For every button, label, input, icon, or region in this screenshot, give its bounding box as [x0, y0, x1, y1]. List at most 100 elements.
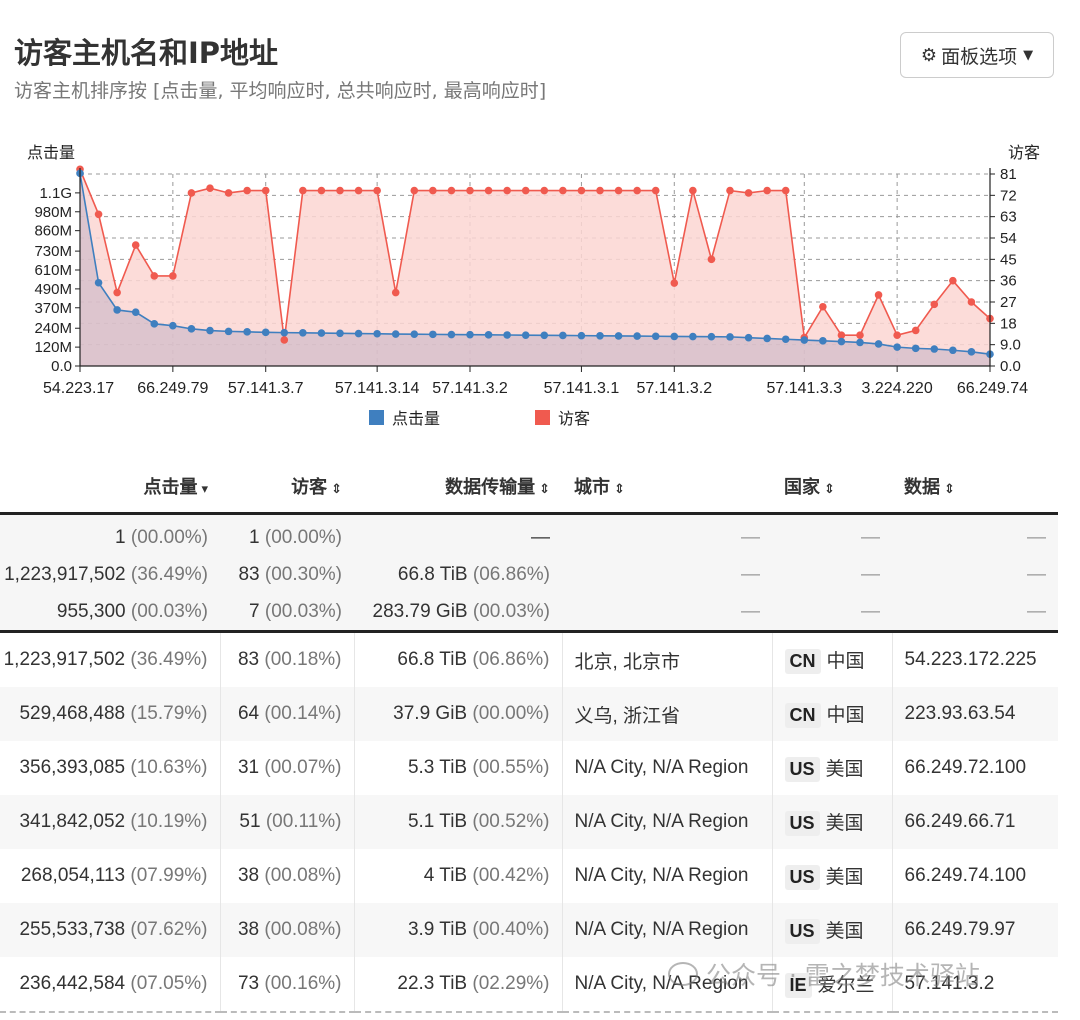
- hits-point: [336, 329, 344, 338]
- row-visitors: 64 (00.14%): [220, 687, 355, 741]
- hits-point: [169, 321, 177, 330]
- visitors-point: [577, 186, 586, 195]
- x-tick-label: 66.249.74: [957, 380, 1028, 397]
- sort-icon: ⇕: [331, 482, 342, 497]
- visitors-point: [429, 186, 437, 195]
- visitors-point: [930, 300, 939, 309]
- legend-swatch: [369, 410, 384, 425]
- row-visitors: 38 (00.08%): [220, 849, 355, 903]
- hosts-table-wrap: 点击量 ▾ 访客 ⇕ 数据传输量 ⇕ 城市 ⇕ 国家 ⇕ 数据 ⇕ 1 (00.00%) 1 …: [0, 460, 1060, 1013]
- row-country: US 美国: [772, 849, 893, 903]
- legend-swatch: [535, 410, 550, 425]
- table-row[interactable]: 255,533,738 (07.62%) 38 (00.08%) 3.9 TiB (…: [0, 903, 1058, 957]
- row-hits: 255,533,738 (07.62%): [0, 903, 221, 957]
- country-code-badge: US: [784, 865, 820, 890]
- visitors-point: [503, 186, 511, 195]
- hits-point: [949, 346, 957, 355]
- table-row[interactable]: 356,393,085 (10.63%) 31 (00.07%) 5.3 TiB (…: [0, 741, 1058, 795]
- x-tick-label: 57.141.3.2: [636, 380, 712, 397]
- row-data[interactable]: 66.249.72.100: [904, 757, 1027, 778]
- summary-visitors: 7 (00.03%): [220, 593, 354, 633]
- table-row[interactable]: 529,468,488 (15.79%) 64 (00.14%) 37.9 GiB …: [0, 687, 1058, 741]
- row-hits: 341,842,052 (10.19%): [0, 795, 221, 849]
- row-data[interactable]: 54.223.172.225: [904, 649, 1037, 670]
- row-visitors: 73 (00.16%): [220, 957, 355, 1013]
- hosts-table: 点击量 ▾ 访客 ⇕ 数据传输量 ⇕ 城市 ⇕ 国家 ⇕ 数据 ⇕ 1 (00.00%) 1 …: [0, 460, 1058, 1013]
- col-bandwidth[interactable]: 数据传输量 ⇕: [445, 477, 550, 498]
- row-hits: 529,468,488 (15.79%): [0, 687, 221, 741]
- row-city: N/A City, N/A Region: [562, 957, 773, 1013]
- country-code-badge: IE: [784, 973, 812, 998]
- right-tick-label: 27: [1000, 294, 1017, 311]
- table-row[interactable]: 1,223,917,502 (36.49%) 83 (00.18%) 66.8 Ti…: [0, 631, 1058, 687]
- left-tick-label: 120M: [34, 339, 72, 356]
- legend-label: 访客: [558, 410, 590, 428]
- summary-city: —: [562, 556, 772, 593]
- row-data[interactable]: 66.249.79.97: [892, 903, 1058, 957]
- row-data[interactable]: 223.93.63.54: [892, 687, 1058, 741]
- x-tick-label: 3.224.220: [862, 380, 933, 397]
- hits-point: [540, 331, 549, 340]
- visitors-point: [484, 186, 493, 195]
- visitors-point: [949, 276, 957, 285]
- visitors-point: [596, 186, 604, 195]
- visitors-point: [169, 272, 177, 280]
- summary-hits: 1,223,917,502 (36.49%): [0, 556, 220, 593]
- visitors-point: [224, 189, 233, 197]
- wechat-icon: [668, 962, 698, 986]
- visitors-point: [967, 298, 976, 306]
- panel-options-button[interactable]: ⚙ 面板选项 ▼: [900, 32, 1054, 78]
- summary-bandwidth: —: [354, 513, 562, 556]
- hits-point: [670, 332, 679, 341]
- visitors-point: [670, 279, 679, 287]
- hits-point: [150, 320, 159, 328]
- right-tick-label: 36: [1000, 273, 1017, 290]
- row-city: 义乌, 浙江省: [562, 687, 773, 741]
- hits-point: [447, 330, 456, 339]
- visitors-point: [521, 186, 530, 195]
- row-data[interactable]: 66.249.74.100: [904, 865, 1027, 886]
- visitors-area: [80, 169, 990, 366]
- hits-point: [911, 344, 920, 353]
- col-city[interactable]: 城市 ⇕: [574, 477, 625, 498]
- table-row[interactable]: 236,442,584 (07.05%) 73 (00.16%) 22.3 TiB …: [0, 957, 1058, 1013]
- col-hits[interactable]: 点击量 ▾: [143, 477, 208, 498]
- visitors-point: [781, 186, 790, 195]
- col-visitors[interactable]: 访客 ⇕: [291, 477, 342, 498]
- visitors-point: [540, 186, 549, 195]
- left-tick-label: 0.0: [51, 358, 72, 375]
- visitors-point: [651, 186, 660, 195]
- x-tick-label: 66.249.79: [137, 380, 208, 397]
- visitors-point: [280, 336, 289, 344]
- sort-desc-icon: ▾: [201, 482, 208, 497]
- hits-point: [521, 331, 530, 339]
- sort-icon: ⇕: [614, 482, 625, 497]
- visitors-point: [206, 184, 214, 193]
- visitors-point: [373, 186, 381, 195]
- country-code-badge: CN: [784, 649, 821, 674]
- hits-point: [503, 331, 511, 339]
- row-hits: 268,054,113 (07.99%): [0, 849, 221, 903]
- visitors-point: [466, 186, 474, 195]
- row-data[interactable]: 57.141.3.2: [892, 957, 1058, 1013]
- right-tick-label: 54: [1000, 230, 1017, 247]
- hits-point: [800, 336, 809, 344]
- hits-visitors-chart: 点击量 访客0.0120M240M370M490M610M730M860M980M…: [27, 144, 1040, 428]
- hits-point: [373, 329, 381, 338]
- col-country[interactable]: 国家 ⇕: [784, 477, 835, 498]
- row-data[interactable]: 66.249.66.71: [892, 795, 1058, 849]
- visitors-point: [261, 186, 270, 195]
- summary-row: 955,300 (00.03%) 7 (00.03%) 283.79 GiB (00…: [0, 593, 1058, 633]
- table-header-row: 点击量 ▾ 访客 ⇕ 数据传输量 ⇕ 城市 ⇕ 国家 ⇕ 数据 ⇕: [0, 460, 1058, 514]
- hits-point: [559, 331, 567, 340]
- table-row[interactable]: 341,842,052 (10.19%) 51 (00.11%) 5.1 TiB (…: [0, 795, 1058, 849]
- visitors-point: [911, 326, 920, 335]
- table-row[interactable]: 268,054,113 (07.99%) 38 (00.08%) 4 TiB (00…: [0, 849, 1058, 903]
- x-tick-label: 57.141.3.1: [544, 380, 620, 397]
- row-country: US 美国: [772, 903, 893, 957]
- col-data[interactable]: 数据 ⇕: [904, 477, 955, 498]
- summary-visitors: 1 (00.00%): [220, 513, 354, 556]
- hits-point: [484, 331, 493, 339]
- hits-point: [781, 335, 790, 344]
